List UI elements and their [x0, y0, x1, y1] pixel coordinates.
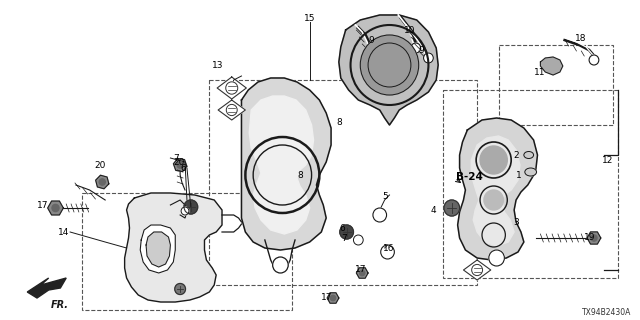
Circle shape — [360, 270, 365, 276]
Polygon shape — [458, 118, 538, 260]
Text: 18: 18 — [575, 34, 586, 43]
Polygon shape — [95, 175, 109, 189]
Text: 8: 8 — [336, 117, 342, 126]
Text: 5: 5 — [383, 191, 388, 201]
Circle shape — [273, 257, 288, 273]
Text: 2: 2 — [513, 150, 519, 159]
Circle shape — [472, 264, 483, 276]
Polygon shape — [327, 293, 339, 303]
Text: FR.: FR. — [51, 300, 68, 310]
Ellipse shape — [525, 168, 536, 176]
Bar — [82, 193, 292, 310]
Text: 17: 17 — [37, 201, 49, 210]
Circle shape — [368, 43, 411, 87]
Polygon shape — [173, 158, 187, 172]
Text: B-24: B-24 — [456, 172, 483, 182]
Polygon shape — [356, 268, 368, 278]
Circle shape — [411, 43, 420, 53]
Ellipse shape — [524, 151, 534, 158]
Circle shape — [99, 179, 106, 185]
Text: 9: 9 — [419, 45, 424, 54]
Text: TX94B2430A: TX94B2430A — [582, 308, 632, 317]
Text: 19: 19 — [584, 233, 596, 242]
Text: 17: 17 — [321, 292, 333, 301]
Circle shape — [373, 208, 387, 222]
Text: 3: 3 — [513, 218, 519, 227]
Circle shape — [184, 200, 198, 214]
Circle shape — [365, 53, 375, 63]
Text: 15: 15 — [304, 13, 316, 22]
Text: 1: 1 — [516, 171, 522, 180]
Circle shape — [52, 204, 59, 212]
Bar — [499, 45, 613, 125]
Circle shape — [444, 200, 460, 216]
Text: 6: 6 — [180, 164, 186, 172]
Polygon shape — [218, 100, 245, 120]
Circle shape — [480, 146, 508, 174]
Circle shape — [181, 207, 189, 215]
Bar — [443, 90, 618, 278]
Polygon shape — [140, 225, 175, 273]
Polygon shape — [241, 78, 331, 250]
Polygon shape — [125, 193, 222, 302]
Circle shape — [360, 35, 419, 95]
Polygon shape — [146, 232, 170, 267]
Text: 8: 8 — [297, 171, 303, 180]
Polygon shape — [249, 96, 314, 234]
Circle shape — [353, 235, 363, 245]
Circle shape — [227, 104, 237, 116]
Text: 17: 17 — [355, 266, 367, 275]
Text: 11: 11 — [534, 68, 545, 76]
Polygon shape — [48, 201, 63, 215]
Circle shape — [383, 58, 396, 72]
Circle shape — [376, 51, 403, 79]
Circle shape — [330, 295, 335, 301]
Circle shape — [424, 53, 433, 63]
Text: 10: 10 — [404, 26, 415, 35]
Circle shape — [484, 190, 504, 210]
Polygon shape — [463, 260, 491, 280]
Polygon shape — [217, 77, 246, 99]
Text: 16: 16 — [383, 244, 394, 252]
Text: 12: 12 — [602, 156, 613, 164]
Circle shape — [175, 284, 186, 294]
Text: 20: 20 — [95, 161, 106, 170]
Text: 14: 14 — [58, 228, 70, 236]
Circle shape — [177, 162, 183, 168]
Circle shape — [489, 250, 504, 266]
Text: 6: 6 — [340, 223, 346, 233]
Text: 13: 13 — [212, 60, 224, 69]
Polygon shape — [540, 57, 563, 75]
Bar — [209, 80, 477, 285]
Circle shape — [589, 55, 599, 65]
Text: 7: 7 — [340, 234, 346, 243]
Text: 7: 7 — [173, 154, 179, 163]
Text: 20: 20 — [173, 157, 185, 166]
Polygon shape — [339, 15, 438, 125]
Polygon shape — [28, 278, 66, 298]
Text: 9: 9 — [368, 36, 374, 44]
Circle shape — [381, 245, 394, 259]
Circle shape — [340, 225, 353, 239]
Circle shape — [226, 82, 237, 94]
Circle shape — [591, 235, 597, 241]
Text: 4: 4 — [430, 205, 436, 214]
Polygon shape — [587, 232, 601, 244]
Polygon shape — [471, 136, 520, 246]
